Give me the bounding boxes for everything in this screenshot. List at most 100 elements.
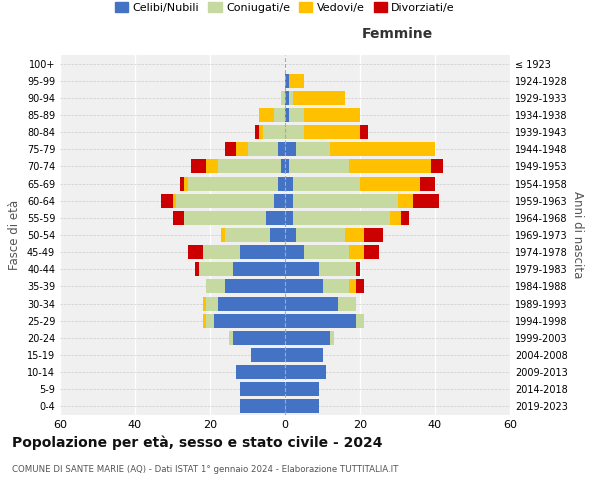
Bar <box>161 194 173 207</box>
Bar <box>296 228 345 242</box>
Bar <box>274 108 285 122</box>
Bar <box>203 296 206 310</box>
Bar <box>285 228 296 242</box>
Bar <box>289 74 304 88</box>
Bar <box>345 228 364 242</box>
Bar <box>233 331 285 345</box>
Bar <box>285 194 293 207</box>
Bar <box>323 280 349 293</box>
Bar <box>293 176 360 190</box>
Bar <box>285 348 323 362</box>
Bar <box>259 125 263 139</box>
Bar <box>206 314 214 328</box>
Bar <box>203 314 206 328</box>
Bar <box>214 314 285 328</box>
Bar <box>176 194 274 207</box>
Bar <box>229 331 233 345</box>
Text: Popolazione per età, sesso e stato civile - 2024: Popolazione per età, sesso e stato civil… <box>12 435 383 450</box>
Bar <box>285 74 289 88</box>
Bar <box>330 331 334 345</box>
Bar <box>173 211 184 225</box>
Bar <box>285 245 304 259</box>
Bar <box>293 194 398 207</box>
Bar <box>401 211 409 225</box>
Bar <box>270 228 285 242</box>
Bar <box>199 262 233 276</box>
Bar <box>285 280 323 293</box>
Bar <box>233 262 285 276</box>
Bar <box>255 125 259 139</box>
Bar <box>330 142 435 156</box>
Bar <box>263 125 285 139</box>
Bar <box>413 194 439 207</box>
Y-axis label: Fasce di età: Fasce di età <box>8 200 21 270</box>
Bar <box>285 176 293 190</box>
Bar <box>360 125 367 139</box>
Bar <box>285 108 289 122</box>
Bar <box>356 262 360 276</box>
Bar <box>289 91 293 105</box>
Bar <box>296 142 330 156</box>
Bar <box>281 160 285 173</box>
Bar <box>364 245 379 259</box>
Bar <box>285 91 289 105</box>
Bar <box>431 160 443 173</box>
Bar <box>285 125 304 139</box>
Bar <box>285 400 319 413</box>
Bar <box>236 142 248 156</box>
Bar <box>266 211 285 225</box>
Bar <box>304 125 360 139</box>
Bar <box>285 296 337 310</box>
Bar <box>285 160 289 173</box>
Bar <box>304 108 360 122</box>
Bar <box>191 160 206 173</box>
Bar <box>285 314 356 328</box>
Bar <box>289 160 349 173</box>
Bar <box>259 108 274 122</box>
Bar <box>218 296 285 310</box>
Bar <box>285 382 319 396</box>
Bar <box>206 280 225 293</box>
Bar <box>195 262 199 276</box>
Bar <box>240 400 285 413</box>
Bar <box>289 108 304 122</box>
Bar <box>248 142 277 156</box>
Bar <box>304 245 349 259</box>
Bar <box>236 365 285 379</box>
Bar <box>420 176 435 190</box>
Bar <box>285 365 326 379</box>
Bar <box>225 228 270 242</box>
Bar <box>180 176 184 190</box>
Bar <box>285 331 330 345</box>
Bar <box>184 176 187 190</box>
Bar <box>221 228 225 242</box>
Bar <box>319 262 356 276</box>
Bar <box>251 348 285 362</box>
Bar <box>187 245 203 259</box>
Bar <box>206 296 218 310</box>
Bar <box>285 211 293 225</box>
Bar <box>277 142 285 156</box>
Bar <box>206 160 218 173</box>
Bar <box>293 211 390 225</box>
Bar <box>240 382 285 396</box>
Bar <box>240 245 285 259</box>
Bar <box>277 176 285 190</box>
Bar <box>203 245 240 259</box>
Bar <box>225 142 236 156</box>
Bar <box>337 296 356 310</box>
Bar <box>349 245 364 259</box>
Bar <box>225 280 285 293</box>
Bar <box>187 176 277 190</box>
Bar <box>360 176 420 190</box>
Bar <box>390 211 401 225</box>
Bar <box>274 194 285 207</box>
Legend: Celibi/Nubili, Coniugati/e, Vedovi/e, Divorziati/e: Celibi/Nubili, Coniugati/e, Vedovi/e, Di… <box>110 0 460 17</box>
Y-axis label: Anni di nascita: Anni di nascita <box>571 192 584 278</box>
Bar <box>364 228 383 242</box>
Bar <box>285 142 296 156</box>
Bar <box>349 160 431 173</box>
Bar <box>173 194 176 207</box>
Bar <box>356 314 364 328</box>
Bar <box>398 194 413 207</box>
